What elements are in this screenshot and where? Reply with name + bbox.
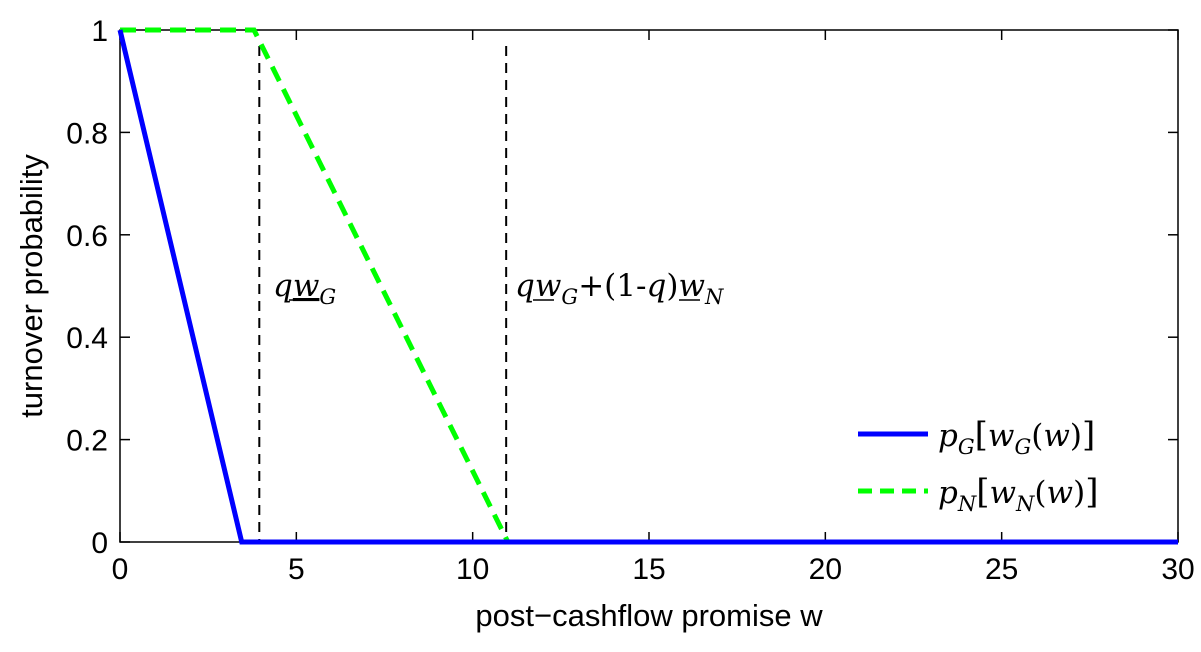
vline-label-2-w1: w <box>535 268 562 304</box>
y-tick-label: 0.4 <box>66 322 108 355</box>
x-axis-title: post−cashflow promise w <box>475 598 823 633</box>
vline-label-2: qwG+(1-q)wN <box>515 268 724 309</box>
x-tick-label: 15 <box>632 553 665 586</box>
y-tick-label: 1 <box>91 15 108 48</box>
x-tick-label: 10 <box>456 553 489 586</box>
x-tick-label: 25 <box>985 553 1018 586</box>
series-lines <box>117 27 1178 545</box>
vline-label-1: qwG <box>273 268 336 309</box>
x-tick-label: 0 <box>112 553 129 586</box>
y-tick-label: 0.6 <box>66 220 108 253</box>
x-tick-label: 5 <box>288 553 305 586</box>
vline-label-1-text: qwG <box>273 268 336 309</box>
reference-lines <box>258 46 508 542</box>
y-tick-label: 0.2 <box>66 425 108 458</box>
legend-label-pN: pN[wN(w)] <box>938 472 1098 516</box>
y-axis-title: turnover probability <box>14 154 49 418</box>
tick-labels: 0 5 10 15 20 25 30 0 0.2 0.4 0.6 0.8 1 <box>66 15 1194 586</box>
legend: pG[wG(w)] pN[wN(w)] <box>858 415 1098 516</box>
y-tick-label: 0.8 <box>66 117 108 150</box>
vline-label-2-paren: ) <box>666 268 678 304</box>
vline-label-1-q: q <box>273 268 293 304</box>
x-tick-label: 20 <box>809 553 842 586</box>
vline-label-2-w2: w <box>678 268 705 304</box>
vline-label-2-text: qwG+(1-q)wN <box>515 268 724 309</box>
vline-label-1-sub: G <box>319 285 336 309</box>
vline-label-1-w: w <box>293 268 320 304</box>
vline-label-2-sub1: G <box>561 285 578 309</box>
vline-label-2-q2: q <box>646 268 666 304</box>
vline-label-2-q1: q <box>515 268 535 304</box>
y-tick-label: 0 <box>91 527 108 560</box>
series-line-pG <box>117 29 1178 545</box>
vline-label-2-mid: +(1- <box>578 268 646 304</box>
x-tick-label: 30 <box>1161 553 1194 586</box>
vline-label-2-sub2: N <box>704 285 724 309</box>
legend-label-pG: pG[wG(w)] <box>938 415 1095 459</box>
